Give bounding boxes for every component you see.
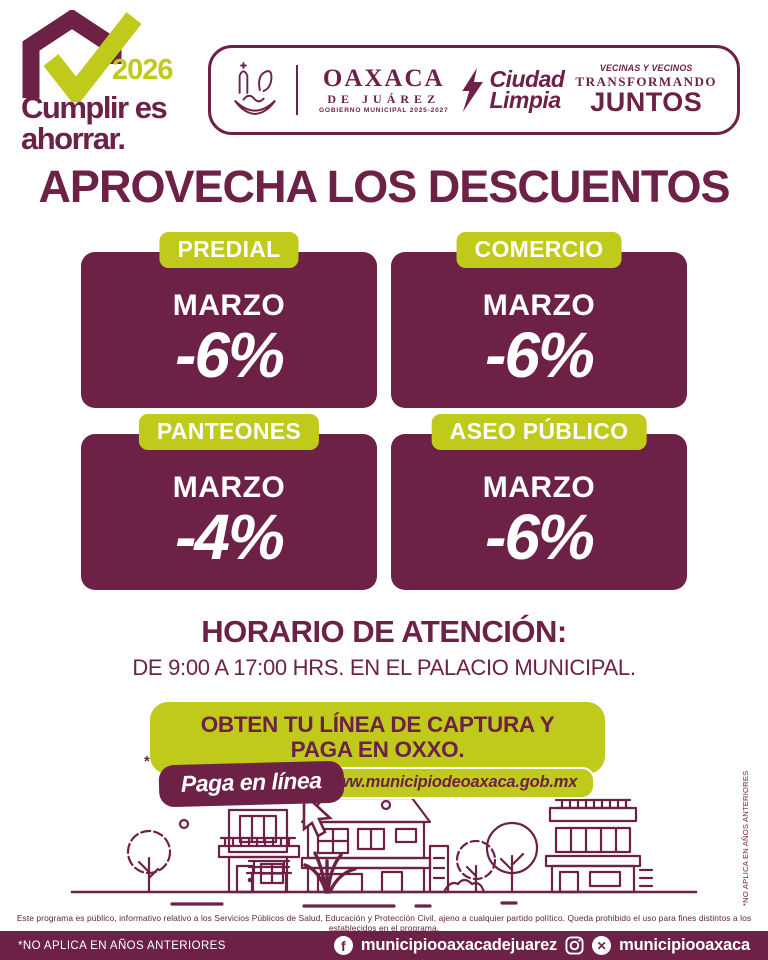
vertical-footnote: *NO APLICA EN AÑOS ANTERIORES bbox=[741, 770, 750, 906]
house-check-logo-icon bbox=[22, 10, 142, 102]
card-month: MARZO bbox=[172, 470, 286, 504]
card-month: MARZO bbox=[482, 288, 596, 322]
lightning-bolt-icon bbox=[462, 68, 484, 112]
card-discount: -4% bbox=[175, 500, 285, 573]
oaxaca-government: GOBIERNO MUNICIPAL 2025-2027 bbox=[318, 106, 449, 114]
card-month: MARZO bbox=[172, 288, 286, 322]
card-label: PANTEONES bbox=[138, 414, 320, 450]
x-handle[interactable]: municipiooaxaca bbox=[619, 936, 750, 954]
page-title: APROVECHA LOS DESCUENTOS bbox=[38, 161, 730, 212]
footer-note: *NO APLICA EN AÑOS ANTERIORES bbox=[18, 939, 226, 952]
card-month: MARZO bbox=[482, 470, 596, 504]
schedule-title: HORARIO DE ATENCIÓN: bbox=[201, 614, 567, 649]
facebook-handle[interactable]: municipiooaxacadejuarez bbox=[360, 936, 558, 954]
instagram-icon[interactable] bbox=[565, 936, 584, 955]
cta-line2: PAGA EN OXXO. bbox=[290, 737, 465, 763]
cta-line1: OBTEN TU LÍNEA DE CAPTURA Y bbox=[200, 712, 555, 737]
brand-tagline-line2: ahorrar. bbox=[21, 121, 126, 156]
legal-disclaimer: Este programa es público, informativo re… bbox=[16, 913, 752, 933]
header-divider bbox=[295, 65, 298, 115]
municipal-crest-icon bbox=[234, 62, 276, 115]
juntos-line3: JUNTOS bbox=[590, 86, 703, 117]
ciudad-limpia-logo: Ciudad Limpia bbox=[459, 65, 565, 113]
oaxaca-name: OAXACA bbox=[322, 64, 445, 92]
card-panteones: PANTEONES MARZO -4% bbox=[81, 414, 377, 590]
card-discount: -6% bbox=[485, 500, 595, 573]
card-discount: -6% bbox=[485, 318, 595, 391]
juntos-line2: TRANSFORMANDO bbox=[575, 73, 717, 89]
schedule-detail: DE 9:00 A 17:00 HRS. EN EL PALACIO MUNIC… bbox=[132, 655, 636, 680]
juntos-logo: VECINAS Y VECINOS TRANSFORMANDO JUNTOS bbox=[575, 64, 717, 116]
header-logos-strip: OAXACA DE JUÁREZ GOBIERNO MUNICIPAL 2025… bbox=[208, 45, 740, 135]
cta-asterisk: * bbox=[144, 753, 150, 770]
brand-block: 2026 Cumplir es ahorrar. bbox=[20, 8, 210, 160]
schedule-section: HORARIO DE ATENCIÓN: DE 9:00 A 17:00 HRS… bbox=[0, 614, 768, 681]
card-aseo-publico: ASEO PÚBLICO MARZO -6% bbox=[391, 414, 687, 590]
ciudad-limpia-line2: Limpia bbox=[489, 87, 561, 113]
pay-online-button[interactable]: Paga en línea bbox=[158, 760, 345, 808]
cta-banner: OBTEN TU LÍNEA DE CAPTURA Y PAGA EN OXXO… bbox=[150, 702, 605, 775]
brand-year: 2026 bbox=[112, 54, 174, 86]
card-label: ASEO PÚBLICO bbox=[431, 414, 647, 450]
x-twitter-icon[interactable]: ✕ bbox=[592, 936, 612, 955]
oaxaca-subname: DE JUÁREZ bbox=[327, 91, 441, 106]
oaxaca-logo: OAXACA DE JUÁREZ GOBIERNO MUNICIPAL 2025… bbox=[319, 66, 449, 115]
card-discount: -6% bbox=[175, 318, 285, 391]
card-predial: PREDIAL MARZO -6% bbox=[81, 232, 377, 408]
discount-cards-grid: PREDIAL MARZO -6% COMERCIO MARZO -6% PAN… bbox=[81, 232, 687, 590]
card-label: PREDIAL bbox=[159, 232, 299, 268]
footer-bar: *NO APLICA EN AÑOS ANTERIORES f municipi… bbox=[0, 931, 768, 960]
card-label: COMERCIO bbox=[456, 232, 622, 268]
card-comercio: COMERCIO MARZO -6% bbox=[391, 232, 687, 408]
facebook-icon[interactable]: f bbox=[333, 936, 353, 955]
juntos-line1: VECINAS Y VECINOS bbox=[599, 63, 693, 74]
brand-tagline-line1: Cumplir es bbox=[21, 90, 168, 125]
city-illustration bbox=[70, 791, 698, 908]
cursor-arrow-icon bbox=[302, 791, 334, 838]
ciudad-limpia-line1: Ciudad bbox=[489, 65, 565, 92]
social-links: f municipiooaxacadejuarez ✕ municipiooax… bbox=[333, 936, 750, 955]
website-url-link[interactable]: www.municipiodeoaxaca.gob.mx bbox=[306, 767, 596, 799]
